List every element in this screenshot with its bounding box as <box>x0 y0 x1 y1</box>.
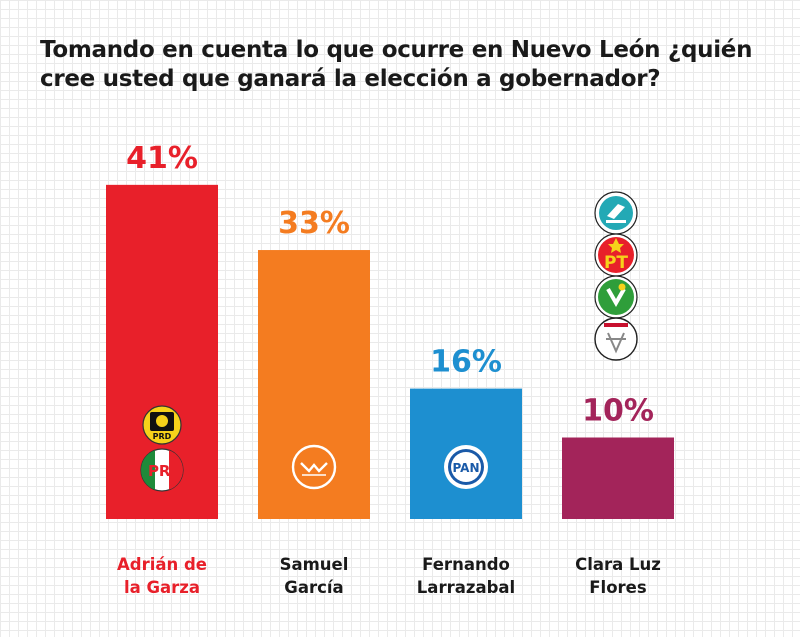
value-label: 41% <box>126 141 198 176</box>
category-label: Adrián de <box>117 555 207 574</box>
svg-text:PAN: PAN <box>452 461 479 475</box>
nueva-alianza-logo-icon <box>594 317 638 361</box>
chart-title-line-2: cree usted que ganará la elección a gobe… <box>40 66 661 92</box>
value-label: 33% <box>278 206 350 241</box>
svg-text:PRD: PRD <box>153 432 172 441</box>
pvem-logo-icon <box>594 275 638 319</box>
category-label: la Garza <box>124 578 200 597</box>
pan-logo-icon: PAN <box>444 445 488 489</box>
svg-text:PRI: PRI <box>148 462 176 480</box>
svg-text:PT: PT <box>604 253 628 273</box>
category-label: Larrazabal <box>417 578 515 597</box>
value-label: 16% <box>430 345 502 380</box>
category-label: Fernando <box>422 555 510 574</box>
pri-logo-icon: PRI <box>140 448 184 492</box>
movimiento-ciudadano-logo-icon <box>291 444 337 490</box>
prd-logo-icon: PRD <box>142 405 182 445</box>
category-label: Samuel <box>280 555 349 574</box>
bar <box>258 250 370 520</box>
chart-title-line-1: Tomando en cuenta lo que ocurre en Nuevo… <box>40 37 753 63</box>
pt-logo-icon: PT <box>594 233 638 277</box>
morena-logo-icon <box>594 191 638 235</box>
category-label: Flores <box>589 578 647 597</box>
category-label: Clara Luz <box>575 555 661 574</box>
value-label: 10% <box>582 394 654 429</box>
category-label: García <box>284 578 343 597</box>
chart-title: Tomando en cuenta lo que ocurre en Nuevo… <box>40 36 770 94</box>
bar <box>562 437 674 519</box>
